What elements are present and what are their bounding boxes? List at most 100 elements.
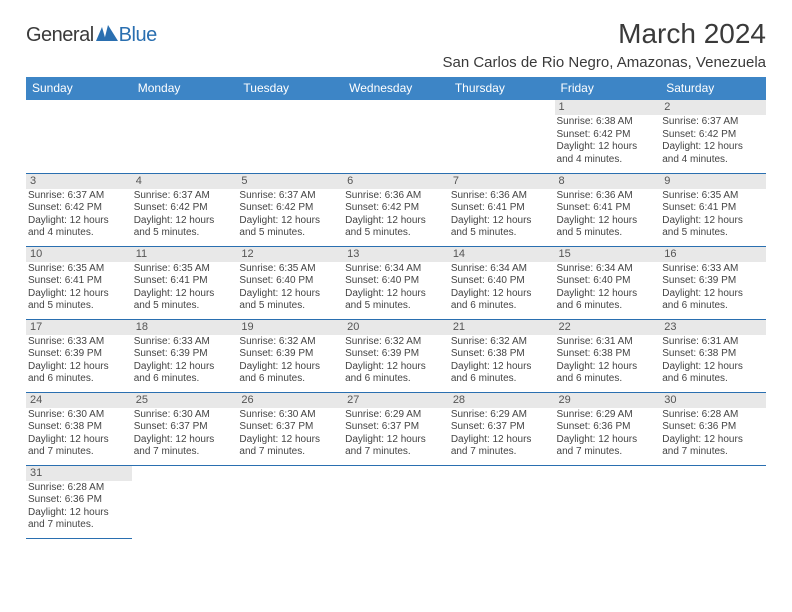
sun-info-line: Sunset: 6:37 PM [239, 421, 341, 434]
day-cell: 24Sunrise: 6:30 AMSunset: 6:38 PMDayligh… [26, 392, 132, 465]
day-cell: 29Sunrise: 6:29 AMSunset: 6:36 PMDayligh… [555, 392, 661, 465]
sun-info: Sunrise: 6:34 AMSunset: 6:40 PMDaylight:… [343, 262, 449, 313]
sun-info-line: Daylight: 12 hours [134, 434, 236, 447]
sun-info-line: Sunset: 6:36 PM [28, 494, 130, 507]
logo-text-blue: Blue [119, 24, 157, 47]
sun-info-line: Daylight: 12 hours [134, 361, 236, 374]
sun-info-line: Sunset: 6:40 PM [239, 275, 341, 288]
sun-info-line: Daylight: 12 hours [451, 215, 553, 228]
day-number: 3 [26, 174, 132, 189]
day-cell: 13Sunrise: 6:34 AMSunset: 6:40 PMDayligh… [343, 246, 449, 319]
sun-info-line: and 6 minutes. [451, 373, 553, 386]
sun-info-line: and 7 minutes. [28, 519, 130, 532]
sun-info: Sunrise: 6:33 AMSunset: 6:39 PMDaylight:… [660, 262, 766, 313]
sun-info-line: Sunset: 6:40 PM [557, 275, 659, 288]
sun-info-line: Sunrise: 6:28 AM [28, 482, 130, 495]
sun-info [660, 481, 766, 482]
empty-cell [449, 465, 555, 538]
sun-info-line: Daylight: 12 hours [134, 288, 236, 301]
sun-info: Sunrise: 6:31 AMSunset: 6:38 PMDaylight:… [555, 335, 661, 386]
sun-info-line: Daylight: 12 hours [451, 288, 553, 301]
sun-info-line: Sunset: 6:41 PM [451, 202, 553, 215]
week-row: 3Sunrise: 6:37 AMSunset: 6:42 PMDaylight… [26, 173, 766, 246]
day-number: 19 [237, 320, 343, 335]
sun-info-line: and 5 minutes. [134, 227, 236, 240]
day-number: 9 [660, 174, 766, 189]
sun-info-line: Sunset: 6:42 PM [28, 202, 130, 215]
day-number: 1 [555, 100, 661, 115]
sun-info [449, 481, 555, 482]
day-number: 21 [449, 320, 555, 335]
sun-info [237, 481, 343, 482]
sun-info: Sunrise: 6:28 AMSunset: 6:36 PMDaylight:… [26, 481, 132, 532]
sun-info: Sunrise: 6:37 AMSunset: 6:42 PMDaylight:… [132, 189, 238, 240]
sun-info-line: Sunrise: 6:28 AM [662, 409, 764, 422]
sun-info-line: and 6 minutes. [451, 300, 553, 313]
sun-info-line: and 6 minutes. [557, 300, 659, 313]
sun-info [237, 115, 343, 116]
sun-info-line: Sunrise: 6:36 AM [451, 190, 553, 203]
day-number [26, 100, 132, 115]
sun-info: Sunrise: 6:34 AMSunset: 6:40 PMDaylight:… [449, 262, 555, 313]
day-number: 20 [343, 320, 449, 335]
empty-cell [237, 100, 343, 173]
sun-info-line: Daylight: 12 hours [134, 215, 236, 228]
sun-info-line: Sunrise: 6:37 AM [28, 190, 130, 203]
sun-info-line: and 7 minutes. [28, 446, 130, 459]
day-number [555, 466, 661, 481]
sun-info-line: Sunset: 6:42 PM [557, 129, 659, 142]
sun-info [555, 481, 661, 482]
sun-info-line: and 6 minutes. [662, 300, 764, 313]
sun-info-line: and 4 minutes. [662, 154, 764, 167]
sun-info-line: Sunset: 6:36 PM [557, 421, 659, 434]
day-number: 11 [132, 247, 238, 262]
sun-info-line: Sunset: 6:36 PM [662, 421, 764, 434]
day-number: 8 [555, 174, 661, 189]
day-number [449, 466, 555, 481]
day-number: 28 [449, 393, 555, 408]
day-number [660, 466, 766, 481]
day-number: 24 [26, 393, 132, 408]
day-cell: 8Sunrise: 6:36 AMSunset: 6:41 PMDaylight… [555, 173, 661, 246]
sun-info-line: and 5 minutes. [239, 227, 341, 240]
day-number [449, 100, 555, 115]
month-title: March 2024 [442, 18, 766, 50]
day-cell: 2Sunrise: 6:37 AMSunset: 6:42 PMDaylight… [660, 100, 766, 173]
day-header-thursday: Thursday [449, 77, 555, 100]
sun-info-line: Daylight: 12 hours [345, 215, 447, 228]
sun-info-line: Sunset: 6:40 PM [451, 275, 553, 288]
sun-info-line: Daylight: 12 hours [239, 434, 341, 447]
day-number: 14 [449, 247, 555, 262]
sun-info-line: Daylight: 12 hours [239, 288, 341, 301]
sun-info: Sunrise: 6:28 AMSunset: 6:36 PMDaylight:… [660, 408, 766, 459]
calendar-body: 1Sunrise: 6:38 AMSunset: 6:42 PMDaylight… [26, 100, 766, 538]
day-cell: 15Sunrise: 6:34 AMSunset: 6:40 PMDayligh… [555, 246, 661, 319]
sun-info-line: and 6 minutes. [557, 373, 659, 386]
sun-info: Sunrise: 6:29 AMSunset: 6:37 PMDaylight:… [343, 408, 449, 459]
day-cell: 17Sunrise: 6:33 AMSunset: 6:39 PMDayligh… [26, 319, 132, 392]
sun-info: Sunrise: 6:36 AMSunset: 6:41 PMDaylight:… [449, 189, 555, 240]
sun-info: Sunrise: 6:36 AMSunset: 6:41 PMDaylight:… [555, 189, 661, 240]
sun-info-line: Daylight: 12 hours [28, 361, 130, 374]
day-header-monday: Monday [132, 77, 238, 100]
title-block: March 2024 San Carlos de Rio Negro, Amaz… [442, 18, 766, 71]
day-number [343, 466, 449, 481]
sun-info: Sunrise: 6:32 AMSunset: 6:38 PMDaylight:… [449, 335, 555, 386]
sun-info: Sunrise: 6:32 AMSunset: 6:39 PMDaylight:… [237, 335, 343, 386]
sun-info-line: Sunrise: 6:35 AM [662, 190, 764, 203]
sun-info-line: Sunrise: 6:32 AM [345, 336, 447, 349]
day-number: 26 [237, 393, 343, 408]
sun-info-line: Sunrise: 6:35 AM [134, 263, 236, 276]
sun-info-line: Sunrise: 6:34 AM [345, 263, 447, 276]
sun-info-line: Sunset: 6:42 PM [345, 202, 447, 215]
sun-info-line: Daylight: 12 hours [557, 215, 659, 228]
sun-info-line: Sunset: 6:38 PM [451, 348, 553, 361]
empty-cell [132, 465, 238, 538]
sun-info [343, 115, 449, 116]
sun-info: Sunrise: 6:37 AMSunset: 6:42 PMDaylight:… [26, 189, 132, 240]
sun-info-line: Sunrise: 6:35 AM [28, 263, 130, 276]
day-number: 29 [555, 393, 661, 408]
day-cell: 25Sunrise: 6:30 AMSunset: 6:37 PMDayligh… [132, 392, 238, 465]
day-number: 31 [26, 466, 132, 481]
sun-info-line: Daylight: 12 hours [28, 215, 130, 228]
